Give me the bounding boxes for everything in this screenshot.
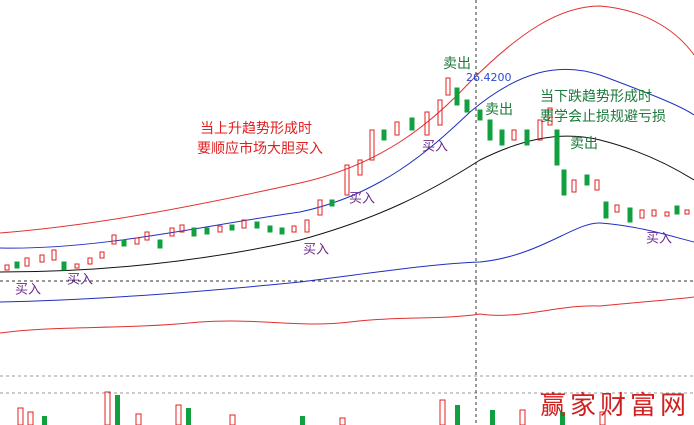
- buy-label: 买入: [15, 283, 41, 298]
- buy-label: 买入: [646, 232, 672, 247]
- buy-label: 买入: [422, 140, 448, 155]
- uptrend-note: 当上升趋势形成时: [200, 121, 312, 137]
- watermark: 赢家财富网: [540, 391, 690, 421]
- middle-line: [0, 135, 694, 273]
- sell-label: 卖出: [485, 102, 513, 118]
- sell-label: 卖出: [570, 136, 598, 152]
- volume-down: [42, 395, 565, 425]
- uptrend-note: 要顺应市场大胆买入: [197, 140, 323, 157]
- sell-label: 卖出: [443, 56, 471, 72]
- lower-band: [0, 296, 694, 334]
- up-candles: [4, 77, 690, 271]
- price-label: 26.4200: [466, 71, 512, 84]
- buy-label: 买入: [67, 273, 93, 288]
- lower-channel: [0, 222, 694, 303]
- buy-label: 买入: [303, 243, 329, 258]
- buy-label: 买入: [349, 192, 375, 207]
- upper-channel: [0, 68, 694, 249]
- down-candles: [14, 87, 680, 271]
- downtrend-note: 当下跌趋势形成时: [540, 89, 652, 105]
- upper-band: [0, 5, 694, 234]
- downtrend-note: 要学会止损规避亏损: [540, 109, 666, 125]
